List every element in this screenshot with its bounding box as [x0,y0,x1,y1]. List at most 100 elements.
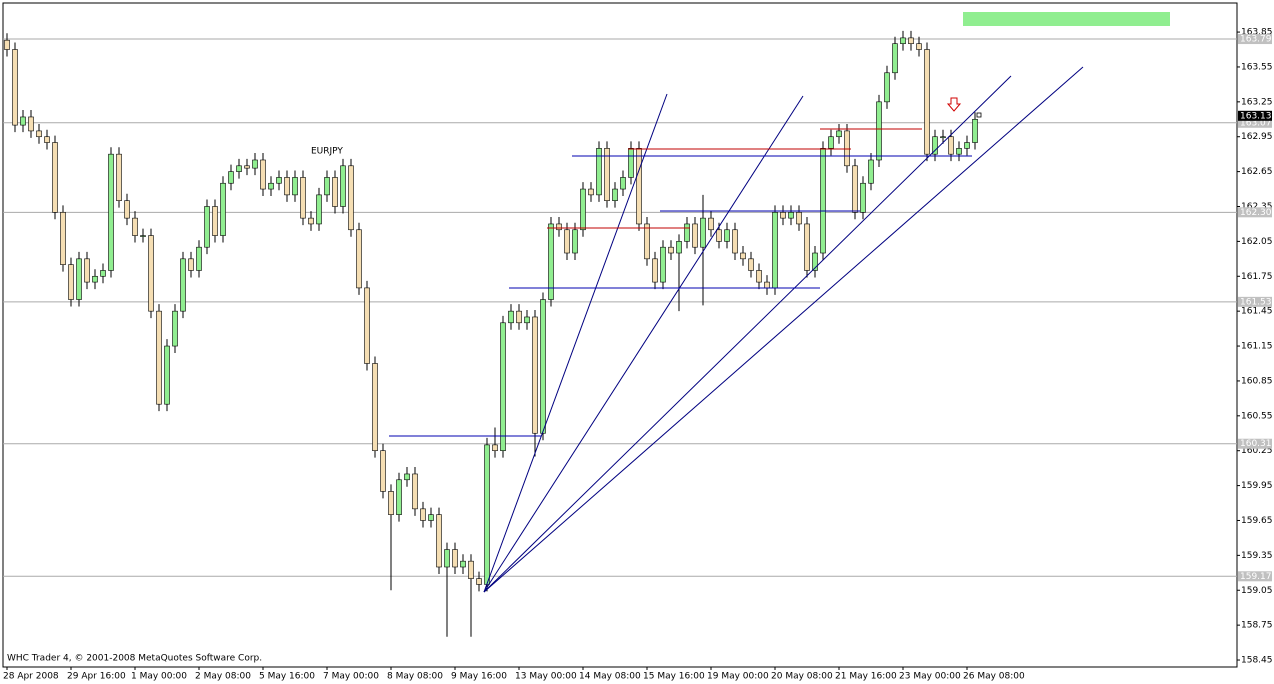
price-marker [976,112,982,118]
candle-body [820,148,826,254]
y-tick-label: 159.35 [1241,551,1273,561]
candle-body [260,159,266,190]
candle-body [548,223,554,300]
candle-body [604,148,610,201]
y-tick-label: 159.65 [1241,516,1273,526]
level-box [1238,571,1272,582]
candle-body [700,217,706,248]
candle-body [276,177,282,184]
candle-body [140,235,146,237]
candle-body [20,116,26,126]
candle-body [516,310,522,324]
candle-body [524,316,530,324]
candle-body [540,299,546,434]
candle-body [156,310,162,405]
candle-body [428,514,434,521]
candle-body [76,258,82,300]
candle-body [740,252,746,260]
x-tick-label: 29 Apr 16:00 [67,672,126,682]
x-tick-label: 14 May 08:00 [579,672,641,682]
candle-body [332,177,338,207]
x-tick-label: 19 May 00:00 [707,672,769,682]
candle-body [220,182,226,236]
current-price-box [1238,110,1272,121]
candle-body [724,229,730,242]
trend-line [483,95,804,593]
candle-body [612,188,618,201]
y-tick-label: 159.95 [1241,481,1273,491]
y-tick-label: 162.05 [1241,237,1273,247]
candle-body [972,118,978,143]
candle-body [708,217,714,231]
candle-body [196,246,202,271]
candle-body [764,281,770,289]
candle-body [124,200,130,219]
symbol-label: EURJPY [311,147,343,157]
candle-body [964,142,970,149]
candle-body [380,450,386,492]
x-tick-label: 5 May 16:00 [259,672,315,682]
candle-body [852,165,858,213]
x-tick-label: 23 May 00:00 [899,672,961,682]
y-tick-label: 158.45 [1241,656,1273,666]
candle-body [588,188,594,196]
candle-body [444,549,450,568]
candle-body [268,182,274,190]
candle-body [500,322,506,452]
candle-body [492,444,498,452]
candle-body [252,159,258,169]
plot-frame [2,2,1238,668]
candle-body [828,136,834,149]
candle-body [956,148,962,155]
candle-body [44,136,50,143]
candle-body [180,258,186,312]
candle-body [420,508,426,521]
candle-body [84,258,90,283]
x-tick-label: 28 Apr 2008 [3,672,59,682]
candle-body [460,560,466,568]
candle-body [116,153,122,201]
candle-body [204,206,210,248]
x-tick-label: 15 May 16:00 [643,672,705,682]
trend-line [483,75,1012,593]
candle-body [396,479,402,515]
candle-body [4,39,10,50]
candle-body [188,258,194,271]
candle-body [132,217,138,236]
y-tick-label: 160.55 [1241,411,1273,421]
footer: WHC Trader 4, © 2001-2008 MetaQuotes Sof… [7,654,262,664]
candle-body [844,130,850,167]
y-tick-label: 161.45 [1241,307,1273,317]
y-tick-label: 159.05 [1241,586,1273,596]
candle-body [484,444,490,585]
y-tick-label: 163.55 [1241,62,1273,72]
candle-body [308,217,314,225]
candle-body [924,49,930,155]
x-tick-label: 1 May 00:00 [131,672,187,682]
level-box [1238,296,1272,307]
current-price-label: 163.13 [1240,111,1272,121]
candle-body [620,177,626,190]
candle-body [228,171,234,184]
y-tick-label: 161.75 [1241,272,1273,282]
candle-body [404,473,410,481]
candle-body [628,148,634,178]
candle-body [940,136,946,139]
level-label: 161.53 [1240,297,1272,307]
down-arrow [946,97,962,112]
candle-body [148,235,154,312]
candle-body [108,153,114,271]
candle-body [916,43,922,50]
level-label: 160.31 [1240,439,1272,449]
candle-body [900,37,906,45]
y-tick-label: 163.25 [1241,97,1273,107]
candle-body [876,101,882,161]
candle-body [748,258,754,271]
candle-body [300,177,306,219]
y-tick-label: 161.15 [1241,342,1273,352]
candle-body [172,310,178,347]
y-tick-label: 163.85 [1241,28,1273,38]
candle-body [564,229,570,254]
candle-body [12,49,18,126]
candle-body [660,246,666,283]
